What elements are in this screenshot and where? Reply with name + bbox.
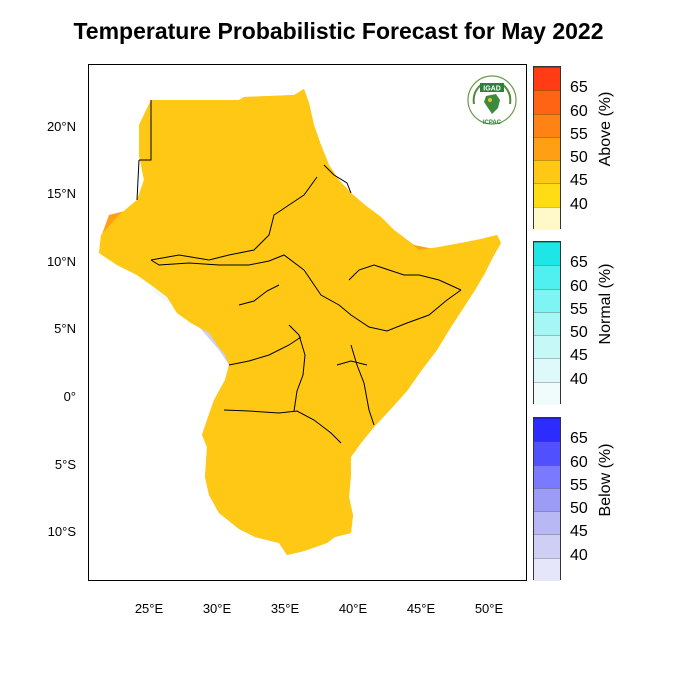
colorbar-segment <box>534 418 560 442</box>
lat-tick: 20°N <box>46 119 76 134</box>
colorbar-segment <box>534 358 560 382</box>
colorbar-segment <box>534 441 560 465</box>
colorbar-label: 40 <box>570 370 588 388</box>
colorbar-segment <box>534 288 560 312</box>
colorbar-label: 40 <box>570 195 588 213</box>
lat-tick: 0° <box>63 389 76 404</box>
colorbar-segment <box>534 311 560 336</box>
lat-tick: 5°S <box>54 457 76 472</box>
colorbar-above-title: Above (%) <box>597 91 614 167</box>
lat-tick: 10°N <box>46 254 76 269</box>
lat-tick: 5°N <box>54 321 76 336</box>
colorbar-segment <box>534 487 560 512</box>
lon-tick: 25°E <box>134 601 164 616</box>
colorbar-segment <box>534 183 560 207</box>
country-borders <box>98 88 502 556</box>
logo-bottom-text: ICPAC <box>483 120 502 126</box>
colorbar-label: 55 <box>570 125 588 143</box>
lon-tick: 40°E <box>338 601 368 616</box>
colorbar-label: 45 <box>570 347 588 365</box>
colorbar-segment <box>534 136 560 161</box>
colorbar-normal-title: Normal (%) <box>597 263 614 345</box>
colorbar-label: 55 <box>570 300 588 318</box>
colorbar-segment <box>534 511 560 535</box>
colorbar-segment <box>534 67 560 91</box>
lon-tick: 30°E <box>202 601 232 616</box>
colorbar-label: 60 <box>570 102 588 120</box>
colorbar-label: 55 <box>570 476 588 494</box>
colorbar-segment <box>534 265 560 289</box>
lon-tick: 50°E <box>474 601 504 616</box>
colorbar-segment <box>534 464 560 488</box>
igad-logo: IGAD ICPAC <box>467 75 517 126</box>
colorbar-label: 65 <box>570 254 588 272</box>
colorbar-normal <box>533 241 561 405</box>
colorbar-segment <box>534 206 560 230</box>
colorbar-label: 50 <box>570 500 588 518</box>
colorbar-segment <box>534 242 560 266</box>
colorbar-segment <box>534 113 560 137</box>
colorbar-label: 65 <box>570 79 588 97</box>
colorbar-label: 40 <box>570 546 588 564</box>
colorbar-label: 60 <box>570 453 588 471</box>
forecast-map <box>98 88 502 556</box>
map-title: Temperature Probabilistic Forecast for M… <box>73 18 604 44</box>
lat-tick: 10°S <box>47 524 76 539</box>
colorbar-label: 50 <box>570 149 588 167</box>
colorbar-label: 45 <box>570 172 588 190</box>
colorbar-label: 50 <box>570 324 588 342</box>
colorbar-segment <box>534 335 560 359</box>
colorbar-below-title: Below (%) <box>597 443 614 517</box>
logo-top-text: IGAD <box>483 86 501 93</box>
map-frame <box>88 64 527 581</box>
colorbar-label: 65 <box>570 430 588 448</box>
colorbar-label: 60 <box>570 277 588 295</box>
colorbar-segment <box>534 534 560 558</box>
lat-tick: 15°N <box>46 186 76 201</box>
lon-tick: 35°E <box>270 601 300 616</box>
colorbar-segment <box>534 557 560 581</box>
colorbar-label: 45 <box>570 523 588 541</box>
colorbar-segment <box>534 160 560 184</box>
lon-tick: 45°E <box>406 601 436 616</box>
colorbar-segment <box>534 90 560 114</box>
colorbar-below <box>533 417 561 581</box>
colorbar-segment <box>534 381 560 405</box>
colorbar-above <box>533 66 561 230</box>
